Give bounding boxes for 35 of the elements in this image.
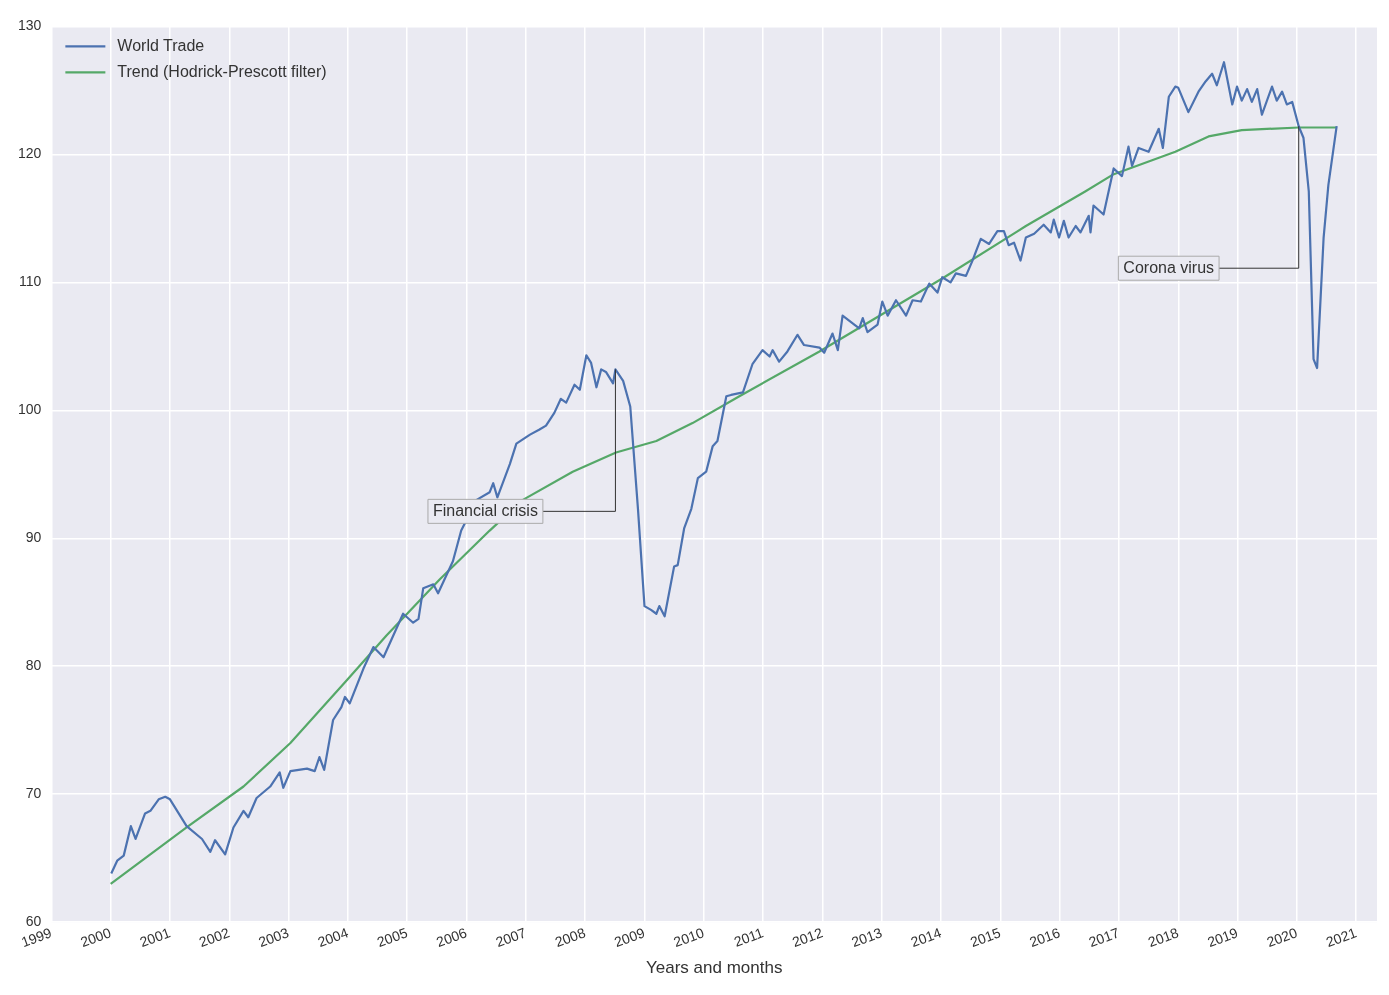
x-tick-label: 2016 <box>1027 924 1063 951</box>
x-tick-label: 2014 <box>908 924 944 951</box>
legend-label: Trend (Hodrick-Prescott filter) <box>117 62 327 80</box>
x-tick-label: 2015 <box>967 924 1003 951</box>
annotation: Financial crisis <box>432 501 538 519</box>
x-tick-label: 2019 <box>1205 924 1241 951</box>
x-tick-label: 2017 <box>1086 924 1122 951</box>
x-tick-label: 2005 <box>374 924 410 951</box>
y-tick-label: 130 <box>18 17 42 34</box>
x-tick-label: 2013 <box>849 924 885 951</box>
x-tick-label: 2010 <box>671 924 707 951</box>
y-tick-label: 80 <box>25 657 42 674</box>
x-tick-label: 2002 <box>196 924 232 951</box>
x-tick-label: 2006 <box>434 924 470 951</box>
x-tick-label: 2007 <box>493 924 529 951</box>
x-tick-label: 2000 <box>78 924 114 951</box>
x-tick-label: 2021 <box>1323 924 1359 951</box>
y-tick-label: 110 <box>19 273 42 290</box>
y-tick-label: 70 <box>25 785 42 802</box>
x-tick-label: 2003 <box>256 924 292 951</box>
y-tick-label: 100 <box>18 401 42 418</box>
x-tick-label: 2020 <box>1264 924 1300 951</box>
legend-label: World Trade <box>117 36 205 54</box>
annotation: Corona virus <box>1123 258 1215 276</box>
y-tick-label: 90 <box>25 529 42 546</box>
x-tick-label: 2004 <box>315 924 351 951</box>
y-tick-label: 120 <box>18 145 42 162</box>
x-tick-label: 2009 <box>612 924 648 951</box>
x-tick-label: 2001 <box>137 924 173 951</box>
x-axis-title: Years and months <box>645 958 783 978</box>
y-tick-label: 60 <box>25 913 42 930</box>
x-tick-label: 2011 <box>731 924 766 950</box>
x-tick-label: 2008 <box>552 924 588 951</box>
x-tick-label: 2018 <box>1145 924 1181 951</box>
x-tick-label: 2012 <box>790 924 825 951</box>
